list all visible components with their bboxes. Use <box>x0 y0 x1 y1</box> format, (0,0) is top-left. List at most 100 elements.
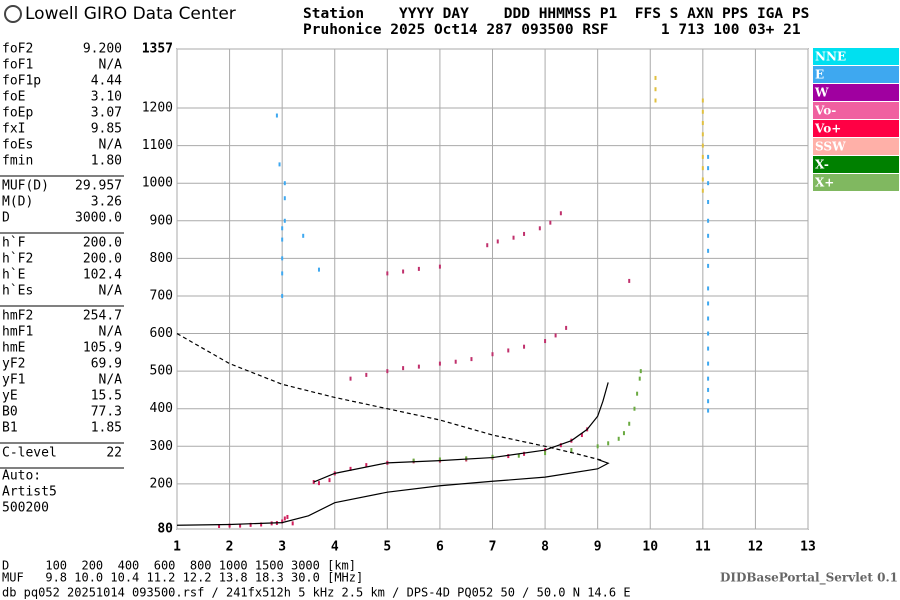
echo-point <box>701 166 704 171</box>
echo-point <box>249 522 252 527</box>
echo-point <box>707 387 710 392</box>
echo-point <box>349 376 352 381</box>
profile-line <box>176 458 610 526</box>
y-tick-label: 500 <box>150 364 173 379</box>
echo-point <box>328 478 331 483</box>
echo-point <box>517 453 520 458</box>
header-line: Station YYYY DAY DDD HHMMSS P1 FFS S AXN… <box>303 6 809 22</box>
echo-point <box>707 346 710 351</box>
legend-swatch <box>813 84 899 101</box>
param-name: foEs <box>2 138 33 153</box>
echo-point <box>707 286 710 291</box>
param-value: 1.80 <box>91 154 122 169</box>
legend-label: SSW <box>815 140 846 154</box>
param-value: 3.10 <box>91 90 122 105</box>
echo-point <box>239 523 242 528</box>
param-name: h`F2 <box>2 252 33 267</box>
param-value: 105.9 <box>83 341 122 356</box>
y-tick-label: 600 <box>150 326 173 341</box>
legend-swatch <box>813 138 899 155</box>
param-value: 200.0 <box>83 236 122 251</box>
echo-point <box>412 458 415 463</box>
echo-point <box>628 278 631 283</box>
echo-point <box>283 181 286 186</box>
param-name: fxI <box>2 122 25 137</box>
param-value: N/A <box>99 325 123 340</box>
x-tick-label: 13 <box>800 540 816 555</box>
param-value: 9.200 <box>83 42 122 57</box>
y-tick-label: 400 <box>150 401 173 416</box>
param-name: foF1p <box>2 74 41 89</box>
echo-point <box>470 357 473 362</box>
echo-point <box>386 369 389 374</box>
y-tick-label: 700 <box>150 288 173 303</box>
echo-point <box>281 519 284 524</box>
x-tick-label: 7 <box>489 540 497 555</box>
param-name: foE <box>2 90 25 105</box>
param-value: 69.9 <box>91 357 122 372</box>
echo-point <box>317 267 320 272</box>
echo-point <box>465 456 468 461</box>
param-name: B1 <box>2 421 18 436</box>
param-value: 15.5 <box>91 389 122 404</box>
x-tick-label: 10 <box>642 540 658 555</box>
echo-point <box>654 98 657 103</box>
param-name: hmE <box>2 341 25 356</box>
echo-point <box>438 264 441 269</box>
echo-point <box>281 237 284 242</box>
echo-point <box>707 376 710 381</box>
echo-point <box>507 348 510 353</box>
param-name: B0 <box>2 405 18 420</box>
echo-point <box>707 301 710 306</box>
legend-label: NNE <box>815 50 846 64</box>
echo-point <box>281 271 284 276</box>
echo-point <box>701 132 704 137</box>
echo-point <box>707 233 710 238</box>
param-name: MUF(D) <box>2 179 49 194</box>
echo-point <box>636 391 639 396</box>
legend-label: E <box>815 68 824 82</box>
legend-label: X- <box>815 158 829 172</box>
auto-info: Artist5 <box>2 485 57 500</box>
echo-point <box>281 256 284 261</box>
x-tick-label: 9 <box>594 540 602 555</box>
param-name: M(D) <box>2 195 33 210</box>
y-tick-label: 1100 <box>142 138 173 153</box>
echo-point <box>291 521 294 526</box>
legend-swatch <box>813 156 899 173</box>
echo-point <box>638 376 641 381</box>
echo-point <box>283 196 286 201</box>
x-tick-label: 3 <box>278 540 286 555</box>
echo-point <box>633 406 636 411</box>
echo-point <box>417 266 420 271</box>
y-tick-label: 800 <box>150 251 173 266</box>
x-tick-label: 2 <box>226 540 234 555</box>
param-name: hmF2 <box>2 309 33 324</box>
param-name: h`Es <box>2 284 33 299</box>
legend-swatch <box>813 66 899 83</box>
echo-point <box>570 448 573 453</box>
echo-point <box>496 239 499 244</box>
param-value: 102.4 <box>83 268 122 283</box>
echo-point <box>559 211 562 216</box>
echo-point <box>701 109 704 114</box>
param-name: yF2 <box>2 357 25 372</box>
echo-point <box>512 235 515 240</box>
echo-point <box>707 218 710 223</box>
param-name: foF1 <box>2 58 33 73</box>
echo-point <box>278 162 281 167</box>
param-value: N/A <box>99 138 123 153</box>
echo-point <box>491 454 494 459</box>
echo-point <box>701 121 704 126</box>
y-tick-label: 1000 <box>142 176 173 191</box>
echo-point <box>707 316 710 321</box>
muf-row: MUF 9.8 10.0 10.4 11.2 12.2 13.8 18.3 30… <box>2 571 363 585</box>
logo-text: Lowell GIRO Data Center <box>25 4 236 24</box>
param-name: foF2 <box>2 42 33 57</box>
echo-point <box>701 98 704 103</box>
echo-point <box>607 441 610 446</box>
param-value: 254.7 <box>83 309 122 324</box>
param-value: N/A <box>99 58 123 73</box>
param-name: yE <box>2 389 18 404</box>
auto-info: 500200 <box>2 501 49 516</box>
